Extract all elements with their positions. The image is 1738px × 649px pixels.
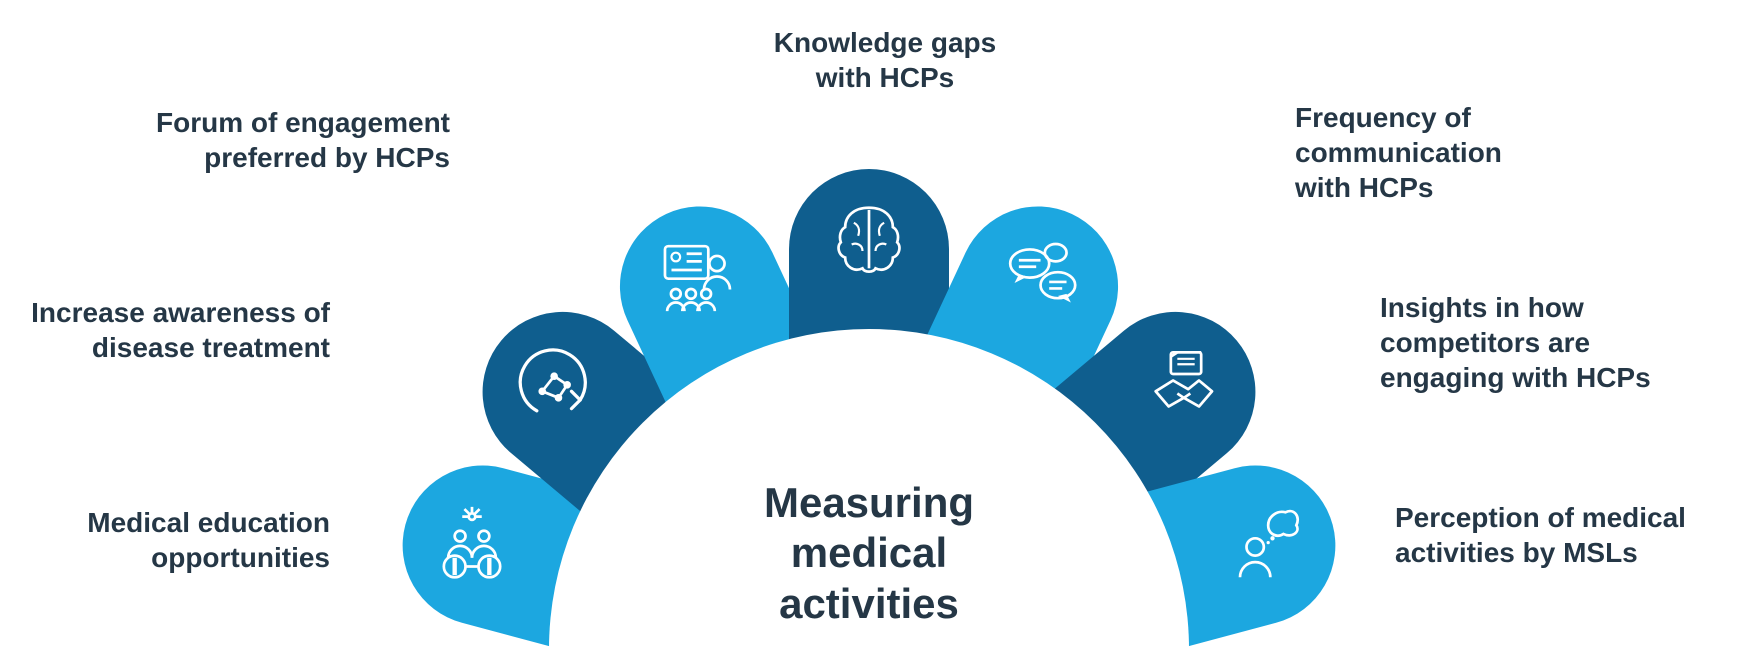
- label-line: Insights in how: [1380, 290, 1700, 325]
- label-line: preferred by HCPs: [125, 140, 450, 175]
- label-line: activities by MSLs: [1395, 535, 1735, 570]
- awareness-icon: [515, 346, 593, 424]
- petal-label-1: Increase awareness ofdisease treatment: [0, 295, 330, 365]
- hub-title-line: Measuring: [764, 478, 974, 528]
- chat-icon: [1004, 238, 1082, 316]
- hub-title-line: medical: [764, 528, 974, 578]
- label-line: disease treatment: [0, 330, 330, 365]
- petal-label-3: Knowledge gapswith HCPs: [740, 25, 1030, 95]
- label-line: Knowledge gaps: [740, 25, 1030, 60]
- perception-icon: [1227, 504, 1305, 582]
- label-line: opportunities: [20, 540, 330, 575]
- label-line: Forum of engagement: [125, 105, 450, 140]
- hub-title: Measuringmedicalactivities: [764, 478, 974, 629]
- label-line: with HCPs: [1295, 170, 1575, 205]
- hub-title-line: activities: [764, 579, 974, 629]
- label-line: Medical education: [20, 505, 330, 540]
- label-line: Perception of medical: [1395, 500, 1735, 535]
- infographic-stage: Measuringmedicalactivities Medical educat…: [0, 0, 1738, 649]
- label-line: engaging with HCPs: [1380, 360, 1700, 395]
- label-line: with HCPs: [740, 60, 1030, 95]
- petal-label-5: Insights in howcompetitors areengaging w…: [1380, 290, 1700, 395]
- label-line: Increase awareness of: [0, 295, 330, 330]
- handshake-icon: [1145, 346, 1223, 424]
- label-line: competitors are: [1380, 325, 1700, 360]
- petal-label-4: Frequency ofcommunicationwith HCPs: [1295, 100, 1575, 205]
- brain-icon: [830, 199, 908, 277]
- petal-label-0: Medical educationopportunities: [20, 505, 330, 575]
- forum-icon: [656, 238, 734, 316]
- label-line: communication: [1295, 135, 1575, 170]
- label-line: Frequency of: [1295, 100, 1575, 135]
- education-icon: [433, 504, 511, 582]
- petal-label-6: Perception of medicalactivities by MSLs: [1395, 500, 1735, 570]
- petal-label-2: Forum of engagementpreferred by HCPs: [125, 105, 450, 175]
